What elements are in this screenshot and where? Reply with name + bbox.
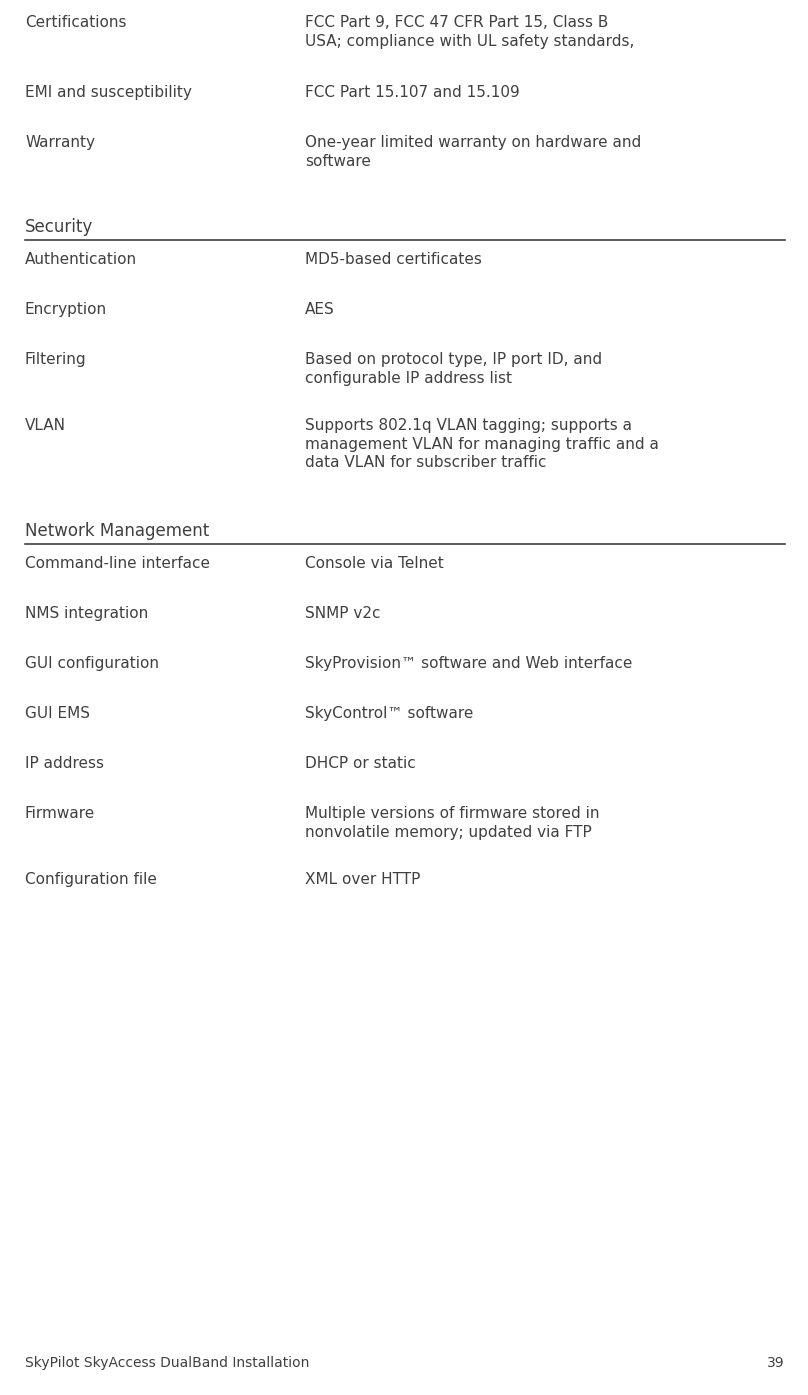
Text: Network Management: Network Management — [25, 522, 209, 540]
Text: GUI EMS: GUI EMS — [25, 706, 90, 721]
Text: AES: AES — [305, 301, 335, 317]
Text: VLAN: VLAN — [25, 418, 66, 432]
Text: SkyControl™ software: SkyControl™ software — [305, 706, 473, 721]
Text: SNMP v2c: SNMP v2c — [305, 605, 381, 621]
Text: Filtering: Filtering — [25, 352, 86, 367]
Text: Warranty: Warranty — [25, 135, 95, 151]
Text: Security: Security — [25, 218, 93, 236]
Text: XML over HTTP: XML over HTTP — [305, 872, 420, 887]
Text: MD5-based certificates: MD5-based certificates — [305, 252, 482, 266]
Text: DHCP or static: DHCP or static — [305, 756, 416, 771]
Text: 39: 39 — [768, 1356, 785, 1370]
Text: IP address: IP address — [25, 756, 104, 771]
Text: NMS integration: NMS integration — [25, 605, 148, 621]
Text: SkyPilot SkyAccess DualBand Installation: SkyPilot SkyAccess DualBand Installation — [25, 1356, 309, 1370]
Text: Console via Telnet: Console via Telnet — [305, 557, 444, 571]
Text: Firmware: Firmware — [25, 806, 95, 822]
Text: Authentication: Authentication — [25, 252, 137, 266]
Text: Multiple versions of firmware stored in
nonvolatile memory; updated via FTP: Multiple versions of firmware stored in … — [305, 806, 600, 840]
Text: Certifications: Certifications — [25, 15, 127, 31]
Text: One-year limited warranty on hardware and
software: One-year limited warranty on hardware an… — [305, 135, 642, 169]
Text: Supports 802.1q VLAN tagging; supports a
management VLAN for managing traffic an: Supports 802.1q VLAN tagging; supports a… — [305, 418, 659, 470]
Text: Configuration file: Configuration file — [25, 872, 157, 887]
Text: FCC Part 15.107 and 15.109: FCC Part 15.107 and 15.109 — [305, 85, 520, 100]
Text: FCC Part 9, FCC 47 CFR Part 15, Class B
USA; compliance with UL safety standards: FCC Part 9, FCC 47 CFR Part 15, Class B … — [305, 15, 634, 49]
Text: GUI configuration: GUI configuration — [25, 656, 159, 671]
Text: EMI and susceptibility: EMI and susceptibility — [25, 85, 191, 100]
Text: SkyProvision™ software and Web interface: SkyProvision™ software and Web interface — [305, 656, 633, 671]
Text: Encryption: Encryption — [25, 301, 107, 317]
Text: Based on protocol type, IP port ID, and
configurable IP address list: Based on protocol type, IP port ID, and … — [305, 352, 602, 385]
Text: Command-line interface: Command-line interface — [25, 557, 210, 571]
